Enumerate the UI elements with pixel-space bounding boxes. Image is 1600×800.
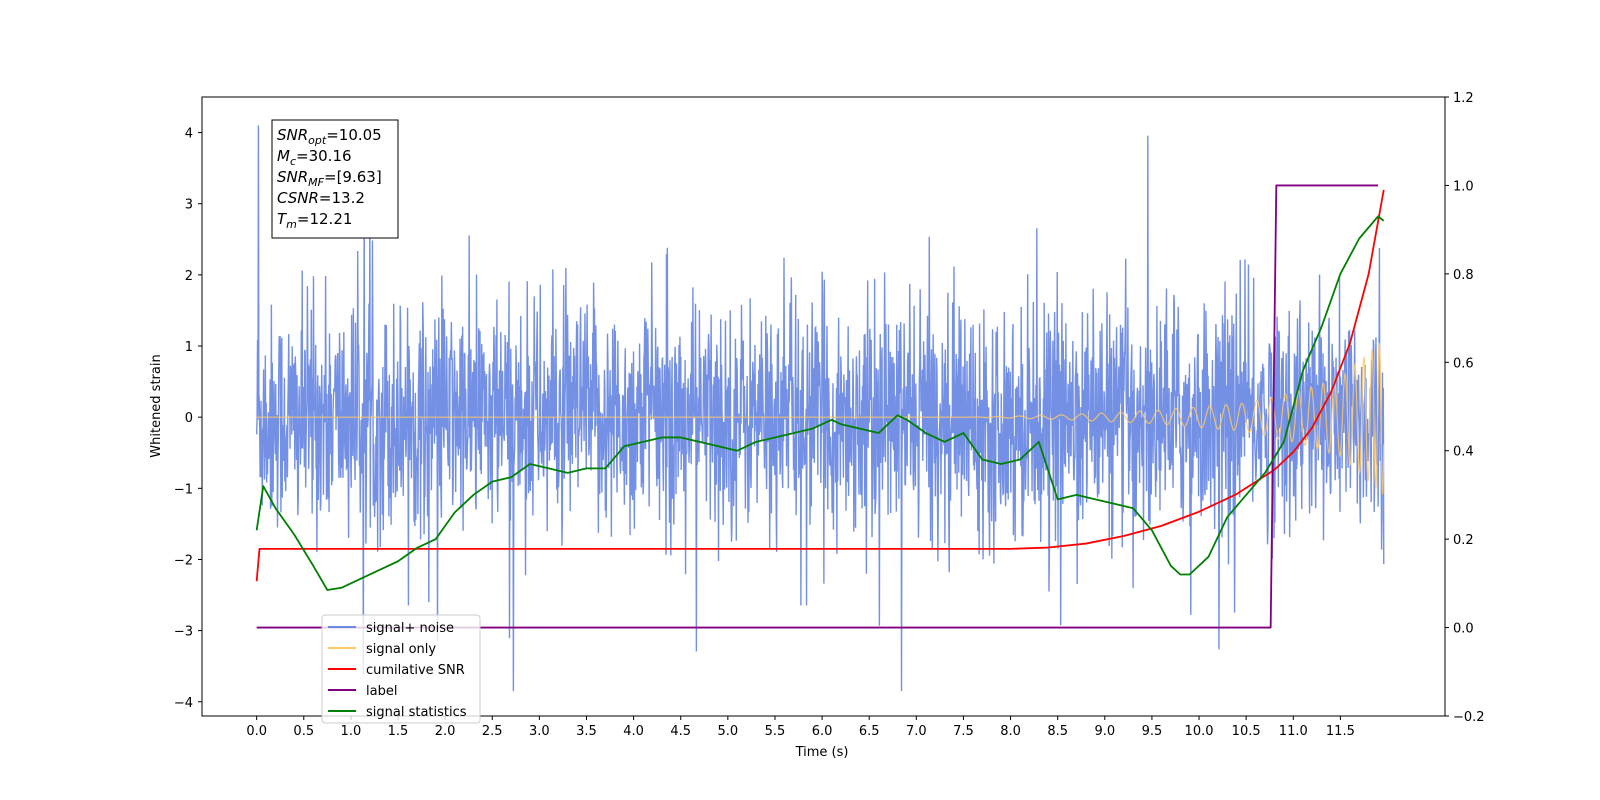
x-tick-label: 0.0	[246, 724, 267, 739]
annotation-symbol: M	[277, 147, 290, 165]
x-tick-label: 11.5	[1326, 724, 1355, 739]
x-tick-label: 10.0	[1185, 724, 1214, 739]
stats-annotation-box: SNRopt=10.05Mc=30.16SNRMF=[9.63]CSNR=13.…	[271, 119, 399, 239]
annotation-value: =12.21	[297, 210, 353, 228]
plot-frame	[201, 96, 1446, 717]
annotation-value: =[9.63]	[324, 168, 382, 186]
x-tick-label: 2.0	[435, 724, 456, 739]
annotation-line: Mc=30.16	[277, 147, 352, 168]
y-left-tick-label: −1	[174, 482, 193, 497]
series-signal-statistics	[255, 215, 1385, 591]
annotation-line: SNRMF=[9.63]	[277, 168, 382, 189]
legend-frame	[321, 614, 481, 724]
x-tick-label: 3.5	[576, 724, 597, 739]
x-tick-label: 0.5	[293, 724, 314, 739]
legend: signal+ noise signal only cumilative SNR la…	[321, 614, 481, 724]
y-left-tick-label: 1	[185, 340, 193, 355]
y-right-tick-label: 1.0	[1453, 179, 1474, 194]
legend-label: signal only	[366, 642, 436, 657]
y-axis-left: 4 3 2 1 0 −1 −2 −3 −4	[174, 127, 202, 711]
legend-label: cumilative SNR	[366, 663, 465, 678]
y-right-tick-label: 1.2	[1453, 91, 1474, 106]
y-right-tick-label: 0.8	[1453, 268, 1474, 283]
annotation-subscript: opt	[308, 134, 327, 147]
x-tick-label: 4.0	[623, 724, 644, 739]
x-tick-label: 10.5	[1232, 724, 1261, 739]
y-left-tick-label: −3	[174, 625, 193, 640]
y-axis-right: 1.2 1.0 0.8 0.6 0.4 0.2 0.0 −0.2	[1445, 91, 1485, 725]
x-tick-label: 1.5	[388, 724, 409, 739]
y-right-tick-label: 0.6	[1453, 356, 1474, 371]
x-tick-label: 6.5	[859, 724, 880, 739]
x-axis-label: Time (s)	[795, 745, 849, 760]
y-right-tick-label: 0.0	[1453, 622, 1474, 637]
legend-label: signal statistics	[366, 705, 467, 720]
series-layer	[255, 125, 1385, 692]
x-tick-label: 4.5	[670, 724, 691, 739]
x-tick-label: 7.5	[953, 724, 974, 739]
annotation-line: SNRopt=10.05	[277, 126, 382, 147]
y-left-tick-label: 2	[185, 269, 193, 284]
legend-label: signal+ noise	[366, 621, 454, 636]
annotation-value: =10.05	[326, 126, 382, 144]
annotation-frame	[271, 119, 399, 239]
x-tick-label: 8.5	[1047, 724, 1068, 739]
series-signal-only	[256, 342, 1385, 495]
legend-label: label	[366, 684, 397, 699]
x-tick-label: 8.0	[1000, 724, 1021, 739]
x-tick-label: 3.0	[529, 724, 550, 739]
y-left-tick-label: 3	[185, 198, 193, 213]
annotation-line: Tm=12.21	[277, 210, 352, 231]
x-tick-label: 5.5	[765, 724, 786, 739]
annotation-subscript: m	[286, 218, 297, 231]
x-tick-label: 5.0	[718, 724, 739, 739]
annotation-value: =30.16	[296, 147, 352, 165]
annotation-symbol: T	[277, 210, 288, 228]
y-left-tick-label: −2	[174, 553, 193, 568]
y-right-tick-label: 0.4	[1453, 445, 1474, 460]
x-tick-label: 1.0	[341, 724, 362, 739]
y-axis-label: Whitened strain	[149, 354, 164, 457]
annotation-symbol: CSNR	[277, 189, 319, 207]
y-left-tick-label: 0	[185, 411, 193, 426]
y-right-tick-label: 0.2	[1453, 533, 1474, 548]
annotation-subscript: MF	[308, 176, 324, 189]
series-label	[256, 184, 1379, 629]
annotation-line: CSNR=13.2	[277, 189, 365, 207]
annotation-subscript: c	[290, 155, 296, 168]
x-axis: 0.0 0.5 1.0 1.5 2.0 2.5 3.0 3.5 4.0 4.5 5.0 5.5 6.0 6…	[246, 716, 1355, 739]
x-tick-label: 6.0	[812, 724, 833, 739]
annotation-value: =13.2	[319, 189, 365, 207]
annotation-symbol: SNR	[277, 168, 308, 186]
x-tick-label: 9.0	[1094, 724, 1115, 739]
series-cumilative-snr	[255, 189, 1385, 582]
y-right-tick-label: −0.2	[1453, 710, 1485, 725]
annotation-symbol: SNR	[277, 126, 308, 144]
x-tick-label: 2.5	[482, 724, 503, 739]
series-signal-noise	[255, 125, 1385, 692]
x-tick-label: 11.0	[1279, 724, 1308, 739]
x-tick-label: 9.5	[1142, 724, 1163, 739]
y-left-tick-label: 4	[185, 127, 193, 142]
y-left-tick-label: −4	[174, 696, 193, 711]
x-tick-label: 7.0	[906, 724, 927, 739]
